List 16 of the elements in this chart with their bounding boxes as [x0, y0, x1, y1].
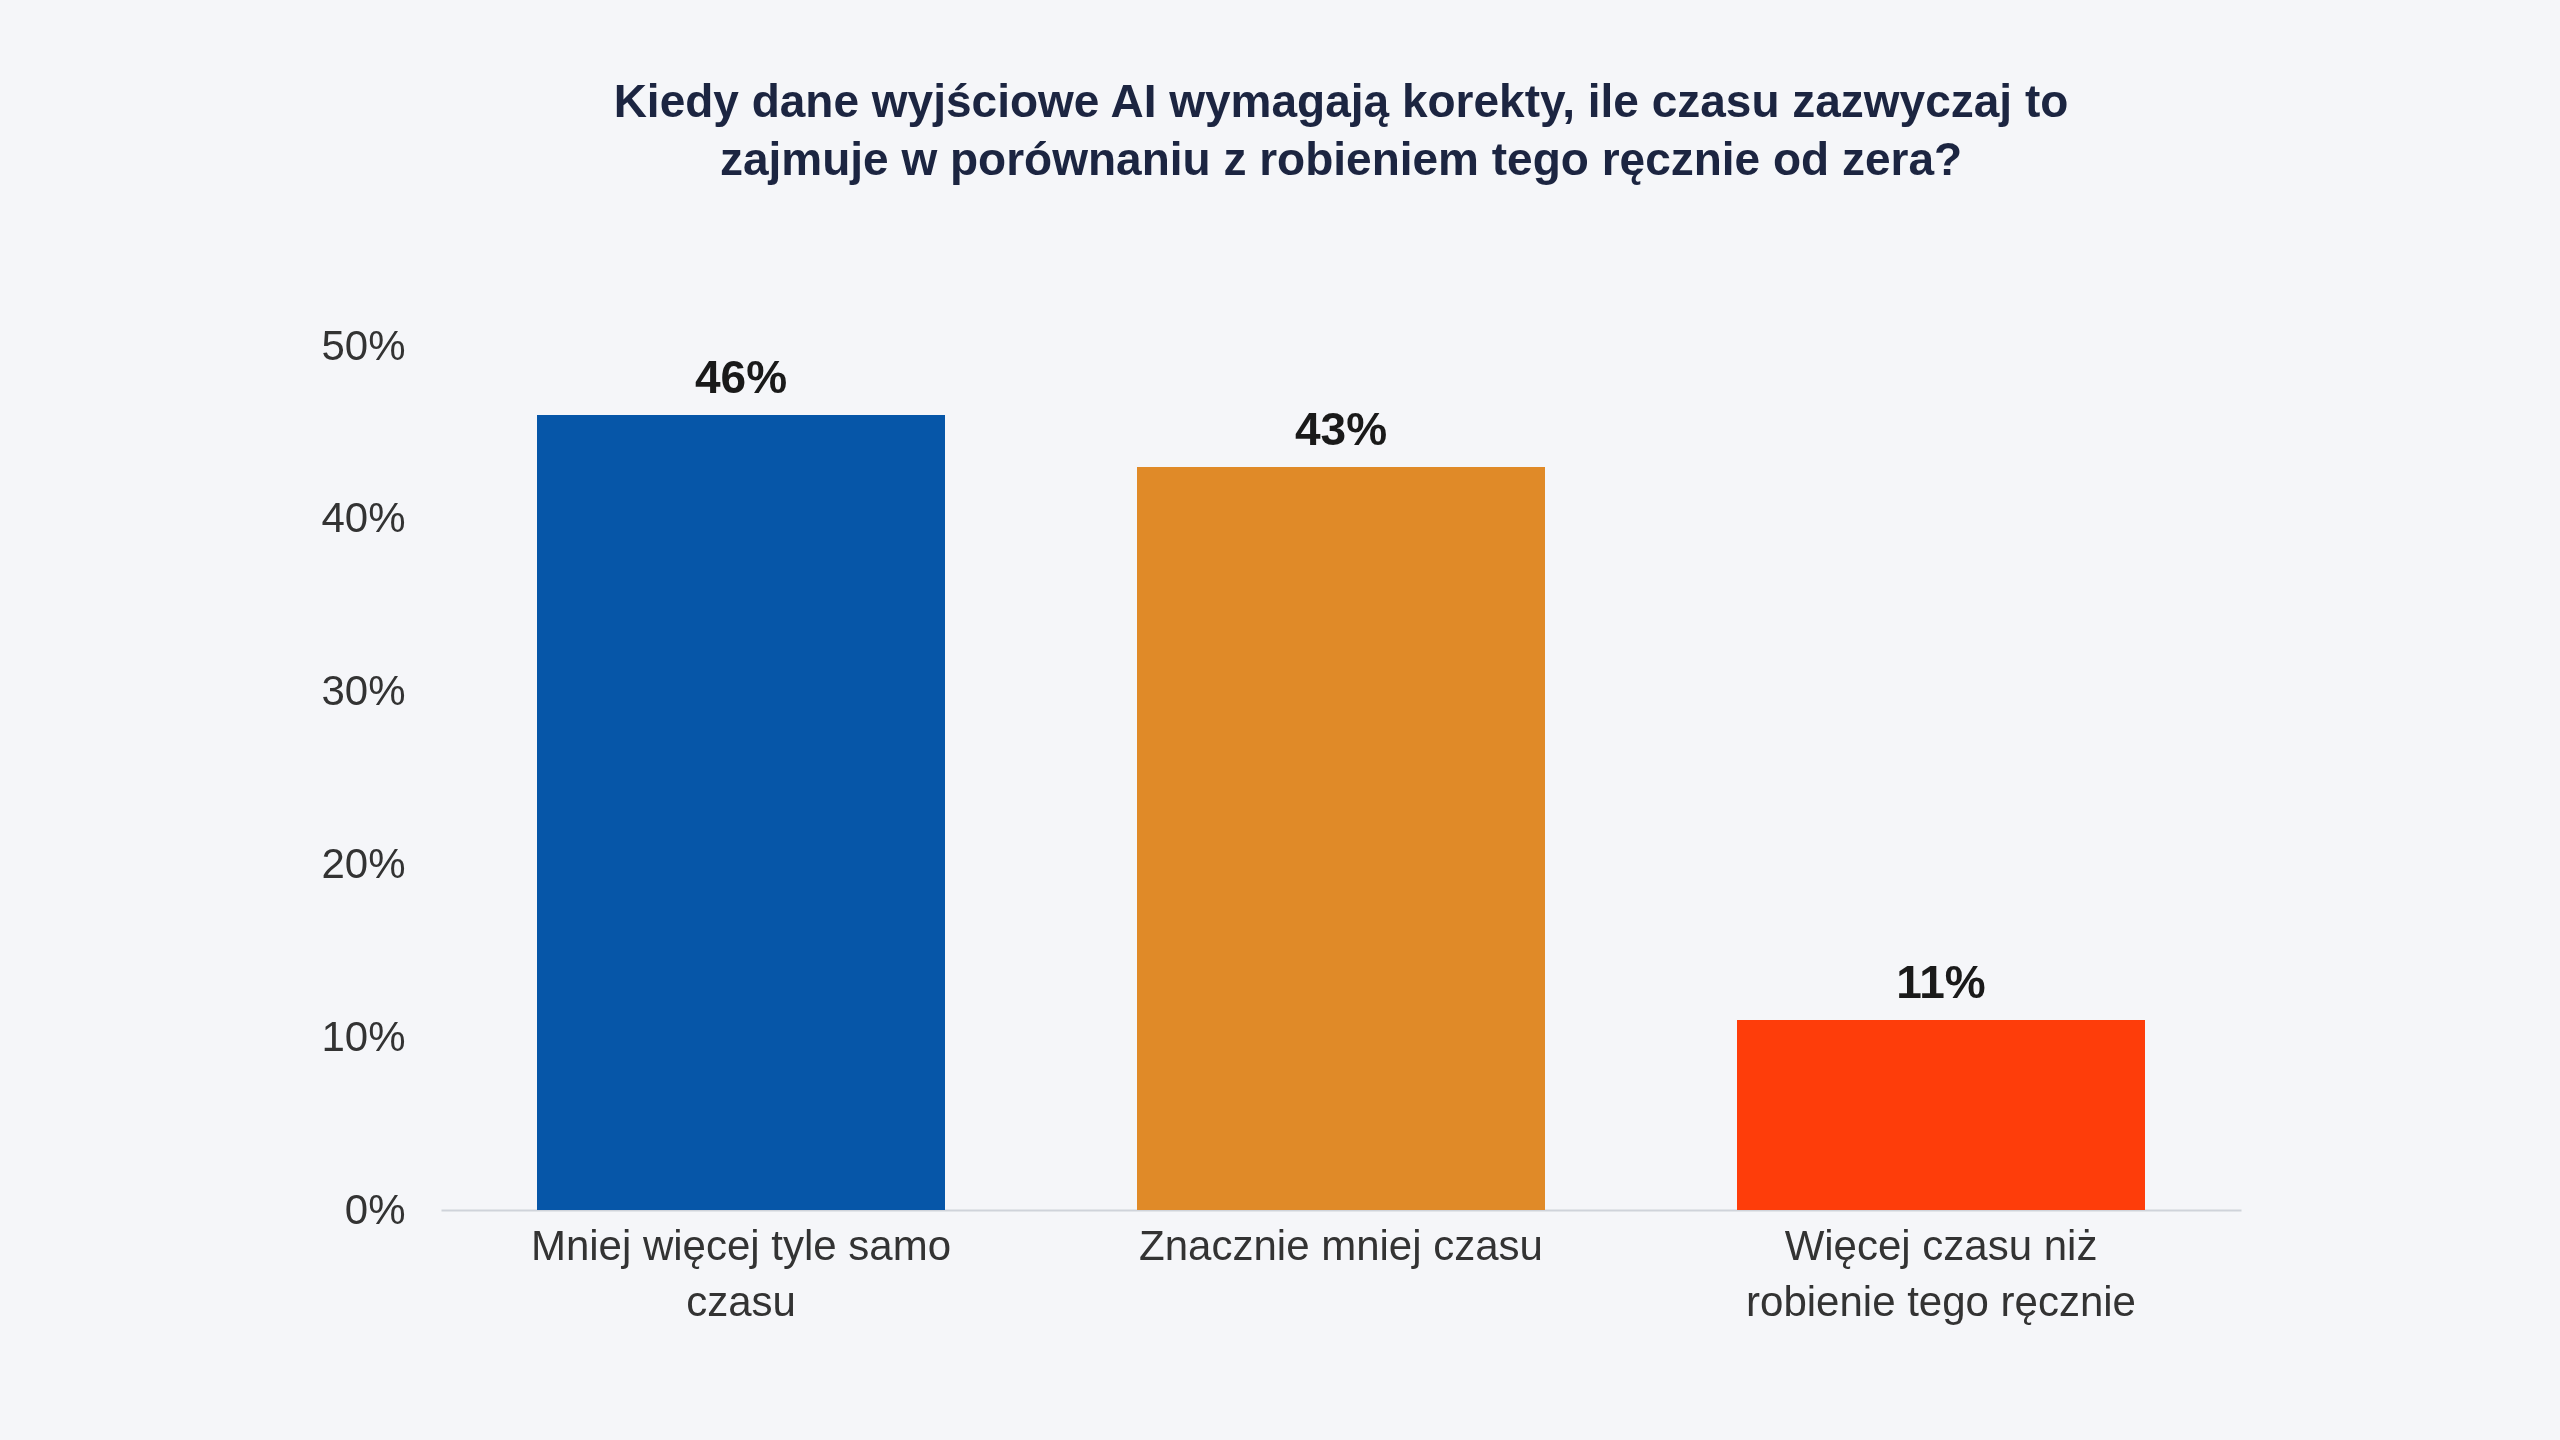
- bar: [1737, 1019, 2145, 1210]
- data-label: 43%: [1294, 402, 1388, 455]
- y-tick-label: 20%: [321, 839, 406, 887]
- y-tick-label: 0%: [344, 1185, 406, 1233]
- chart-title: Kiedy dane wyjściowe AI wymagają korekty, ile czasu zazwyczaj to zajmuje w porównaniu z robieniem tego ręcznie od zera?: [613, 75, 2069, 185]
- x-tick-label: Znacznie mniej czasu: [1139, 1221, 1543, 1269]
- y-tick-label: 50%: [321, 321, 406, 369]
- y-tick-label: 30%: [321, 667, 406, 715]
- data-label: 11%: [1896, 955, 1986, 1008]
- y-tick-label: 40%: [321, 494, 406, 542]
- bar: [1137, 466, 1545, 1210]
- data-label: 46%: [694, 351, 788, 404]
- y-tick-label: 10%: [321, 1012, 406, 1060]
- bar: [537, 415, 945, 1210]
- x-tick-label: Więcej czasu niż robienie tego ręcznie: [1746, 1221, 2136, 1325]
- x-tick-label: Mniej więcej tyle samo czasu: [530, 1221, 952, 1325]
